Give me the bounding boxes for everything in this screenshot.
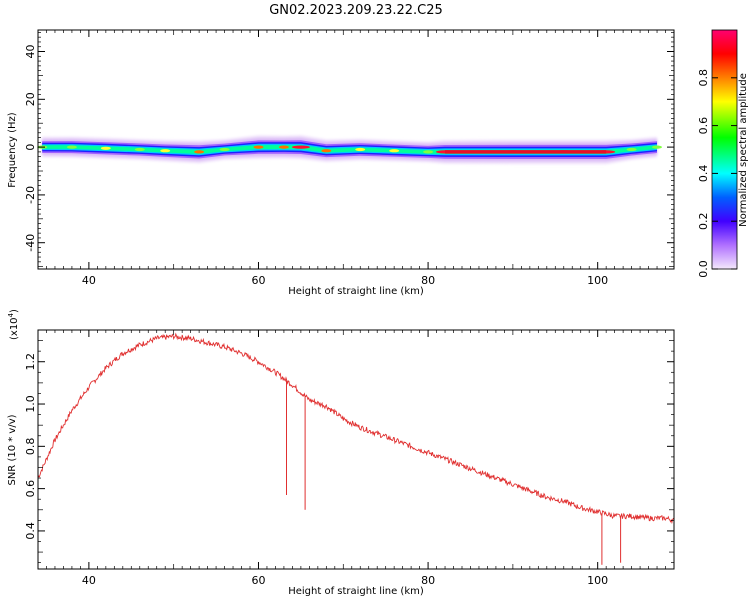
snr-panel: 40 60 80 100 0.4 0.6 0.8 1.0 1.2 Height of strai… [7,309,675,597]
colorbar-tick-label-2: 0.4 [697,165,710,183]
spectrogram-ylabel: Frequency (Hz) [7,112,18,188]
snr-ylabel: SNR (10 * v/v) [7,414,18,485]
band-point-2 [100,146,111,150]
band-point-5 [194,150,205,154]
colorbar-ticks: 0.0 0.2 0.4 0.6 0.8 [697,69,737,278]
colorbar: 0.0 0.2 0.4 0.6 0.8 Normalized spectral ampl… [697,29,749,278]
band-point-1 [66,145,77,149]
spec-xtick-label-2: 80 [421,274,435,287]
band-point-4 [160,149,171,153]
snr-scale-suffix: ) [9,309,20,313]
spectrogram-panel: 40 60 80 100 40 20 0 -20 -40 Height of straight … [7,29,675,297]
band-point-9 [291,145,310,149]
colorbar-tick-label-0: 0.0 [697,260,710,278]
figure-title: GN02.2023.209.23.22.C25 [269,3,443,18]
band-point-10 [321,149,332,153]
band-peak-segment [445,150,607,154]
snr-xtick-label-1: 60 [251,574,265,587]
colorbar-tick-label-1: 0.2 [697,212,710,230]
spec-ytick-label-0: 40 [24,45,37,59]
snr-xtick-label-2: 80 [421,574,435,587]
snr-ytick-label-1: 0.6 [24,480,37,498]
snr-frame [37,329,675,570]
band-point-11 [355,147,366,152]
snr-xtick-label-3: 100 [587,574,608,587]
band-point-13 [423,150,434,154]
snr-scale-label: (x104) [7,309,20,340]
snr-series [37,332,675,565]
snr-xtick-label-0: 40 [82,574,96,587]
band-point-7 [253,145,264,149]
colorbar-gradient [711,29,738,270]
spec-xtick-label-1: 60 [251,274,265,287]
band-point-19 [652,145,662,149]
colorbar-label: Normalized spectral amplitude [738,73,749,227]
band-point-12 [389,149,400,153]
band-point-8 [278,145,289,149]
colorbar-tick-label-4: 0.8 [697,69,710,87]
band-point-3 [134,147,145,152]
svg-text:(x104): (x104) [7,309,20,340]
spectrogram-xlabel: Height of straight line (km) [288,286,424,297]
snr-ytick-label-3: 1.0 [24,395,37,413]
spectral-band [37,135,662,165]
snr-ytick-label-4: 1.2 [24,353,37,371]
snr-ytick-label-0: 0.4 [24,522,37,540]
spec-xtick-label-3: 100 [587,274,608,287]
snr-ytick-label-2: 0.8 [24,438,37,456]
spec-ytick-label-2: 0 [24,144,37,151]
colorbar-tick-label-3: 0.6 [697,117,710,135]
spectrogram-ticks: 40 60 80 100 40 20 0 -20 -40 [24,30,675,287]
snr-ticks: 40 60 80 100 0.4 0.6 0.8 1.0 1.2 [24,330,675,587]
spec-ytick-label-3: -20 [24,186,37,204]
snr-xlabel: Height of straight line (km) [288,586,424,597]
spec-ytick-label-4: -40 [24,234,37,252]
spectrogram-frame [37,29,675,270]
spec-xtick-label-0: 40 [82,274,96,287]
snr-scale-exponent: 4 [7,312,15,317]
snr-line [37,332,675,525]
spec-ytick-label-1: 20 [24,92,37,106]
band-point-18 [626,147,637,152]
band-point-6 [219,147,230,152]
snr-scale-prefix: (x10 [9,317,20,340]
